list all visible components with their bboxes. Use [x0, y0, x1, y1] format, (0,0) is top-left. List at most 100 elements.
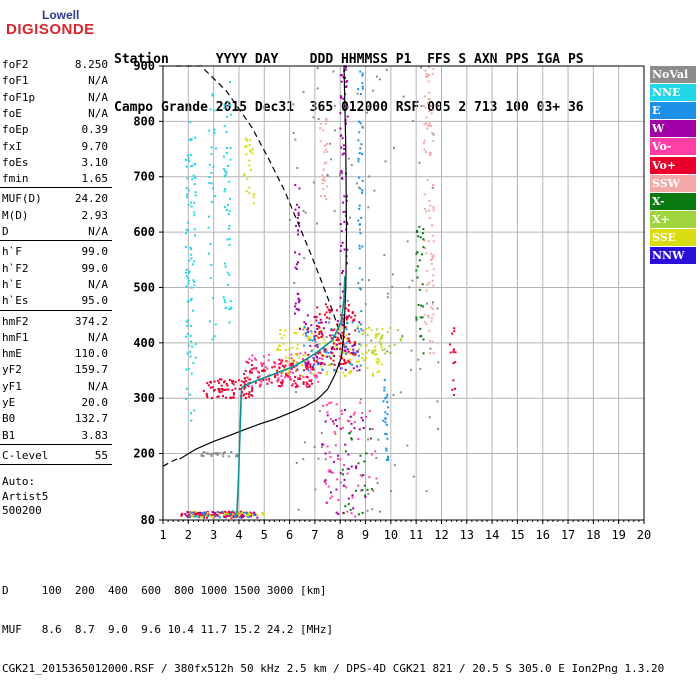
echo-point [356, 325, 359, 328]
echo-point [352, 319, 355, 322]
echo-point [247, 361, 250, 364]
y-tick-label: 700 [133, 170, 155, 184]
echo-point [309, 364, 312, 367]
echo-point [428, 217, 431, 220]
echo-point [201, 512, 204, 515]
echo-point [422, 238, 425, 241]
echo-point [375, 328, 378, 331]
echo-point [422, 338, 425, 341]
echo-point [185, 387, 188, 390]
echo-point [344, 505, 347, 508]
echo-point [340, 80, 343, 83]
echo-point [432, 133, 435, 136]
echo-point [339, 74, 342, 77]
legend-item: SSE [650, 228, 696, 246]
param-name: C-level [2, 448, 49, 462]
echo-point [321, 336, 324, 339]
echo-point [189, 334, 192, 337]
echo-point [356, 92, 359, 95]
echo-point [313, 374, 316, 377]
param-row: hmE 110.0 [2, 347, 108, 363]
echo-point [194, 513, 197, 516]
echo-point [193, 163, 196, 166]
echo-point [292, 103, 295, 106]
echo-point [263, 369, 266, 372]
echo-point [347, 467, 350, 470]
echo-point [213, 131, 216, 134]
echo-point [185, 275, 188, 278]
echo-point [206, 396, 209, 399]
echo-point [315, 355, 318, 358]
echo-point [278, 367, 281, 370]
echo-point [318, 326, 321, 329]
param-value: 99.0 [81, 245, 109, 259]
echo-point [323, 176, 326, 179]
echo-point [341, 241, 344, 244]
echo-point [222, 451, 225, 454]
echo-point [302, 333, 305, 336]
echo-point [317, 336, 320, 339]
echo-point [299, 377, 302, 380]
echo-point [235, 453, 238, 456]
echo-point [322, 404, 325, 407]
echo-point [357, 282, 360, 285]
echo-point [187, 157, 190, 160]
echo-point [379, 510, 382, 513]
echo-point [336, 347, 339, 350]
echo-point [251, 152, 254, 155]
echo-point [396, 329, 399, 332]
echo-point [288, 373, 291, 376]
echo-point [218, 389, 221, 392]
echo-point [222, 168, 225, 171]
echo-point [376, 482, 379, 485]
echo-point [306, 314, 309, 317]
echo-point [244, 386, 247, 389]
echo-point [295, 224, 298, 227]
echo-point [194, 194, 197, 197]
echo-point [224, 516, 227, 519]
echo-point [229, 511, 232, 514]
echo-point [361, 333, 364, 336]
echo-point [402, 95, 405, 98]
echo-point [358, 228, 361, 231]
echo-point [359, 323, 362, 326]
echo-point [261, 512, 264, 515]
echo-point [210, 454, 213, 457]
echo-point [185, 232, 188, 235]
param-row: D N/A [2, 225, 108, 241]
echo-point [293, 281, 296, 284]
echo-point [315, 319, 318, 322]
echo-point [305, 381, 308, 384]
echo-point [345, 80, 348, 83]
echo-point [419, 367, 422, 370]
echo-point [278, 358, 281, 361]
echo-point [227, 513, 230, 516]
echo-point [345, 352, 348, 355]
echo-point [268, 378, 271, 381]
echo-point [330, 337, 333, 340]
echo-point [193, 201, 196, 204]
echo-point [196, 513, 199, 516]
echo-point [248, 192, 251, 195]
echo-point [342, 97, 345, 100]
echo-point [223, 298, 226, 301]
echo-point [324, 458, 327, 461]
echo-point [341, 426, 344, 429]
echo-point [426, 127, 429, 130]
echo-point [230, 515, 233, 518]
echo-point [423, 239, 426, 242]
echo-point [330, 401, 333, 404]
echo-point [252, 202, 255, 205]
echo-point [419, 316, 422, 319]
echo-point [233, 515, 236, 518]
echo-point [189, 299, 192, 302]
echo-point [340, 170, 343, 173]
echo-point [310, 349, 313, 352]
echo-point [338, 342, 341, 345]
param-name: foF1 [2, 74, 29, 88]
echo-point [318, 313, 321, 316]
echo-point [355, 467, 358, 470]
echo-point [219, 378, 222, 381]
echo-point [317, 352, 320, 355]
echo-point [222, 515, 225, 518]
